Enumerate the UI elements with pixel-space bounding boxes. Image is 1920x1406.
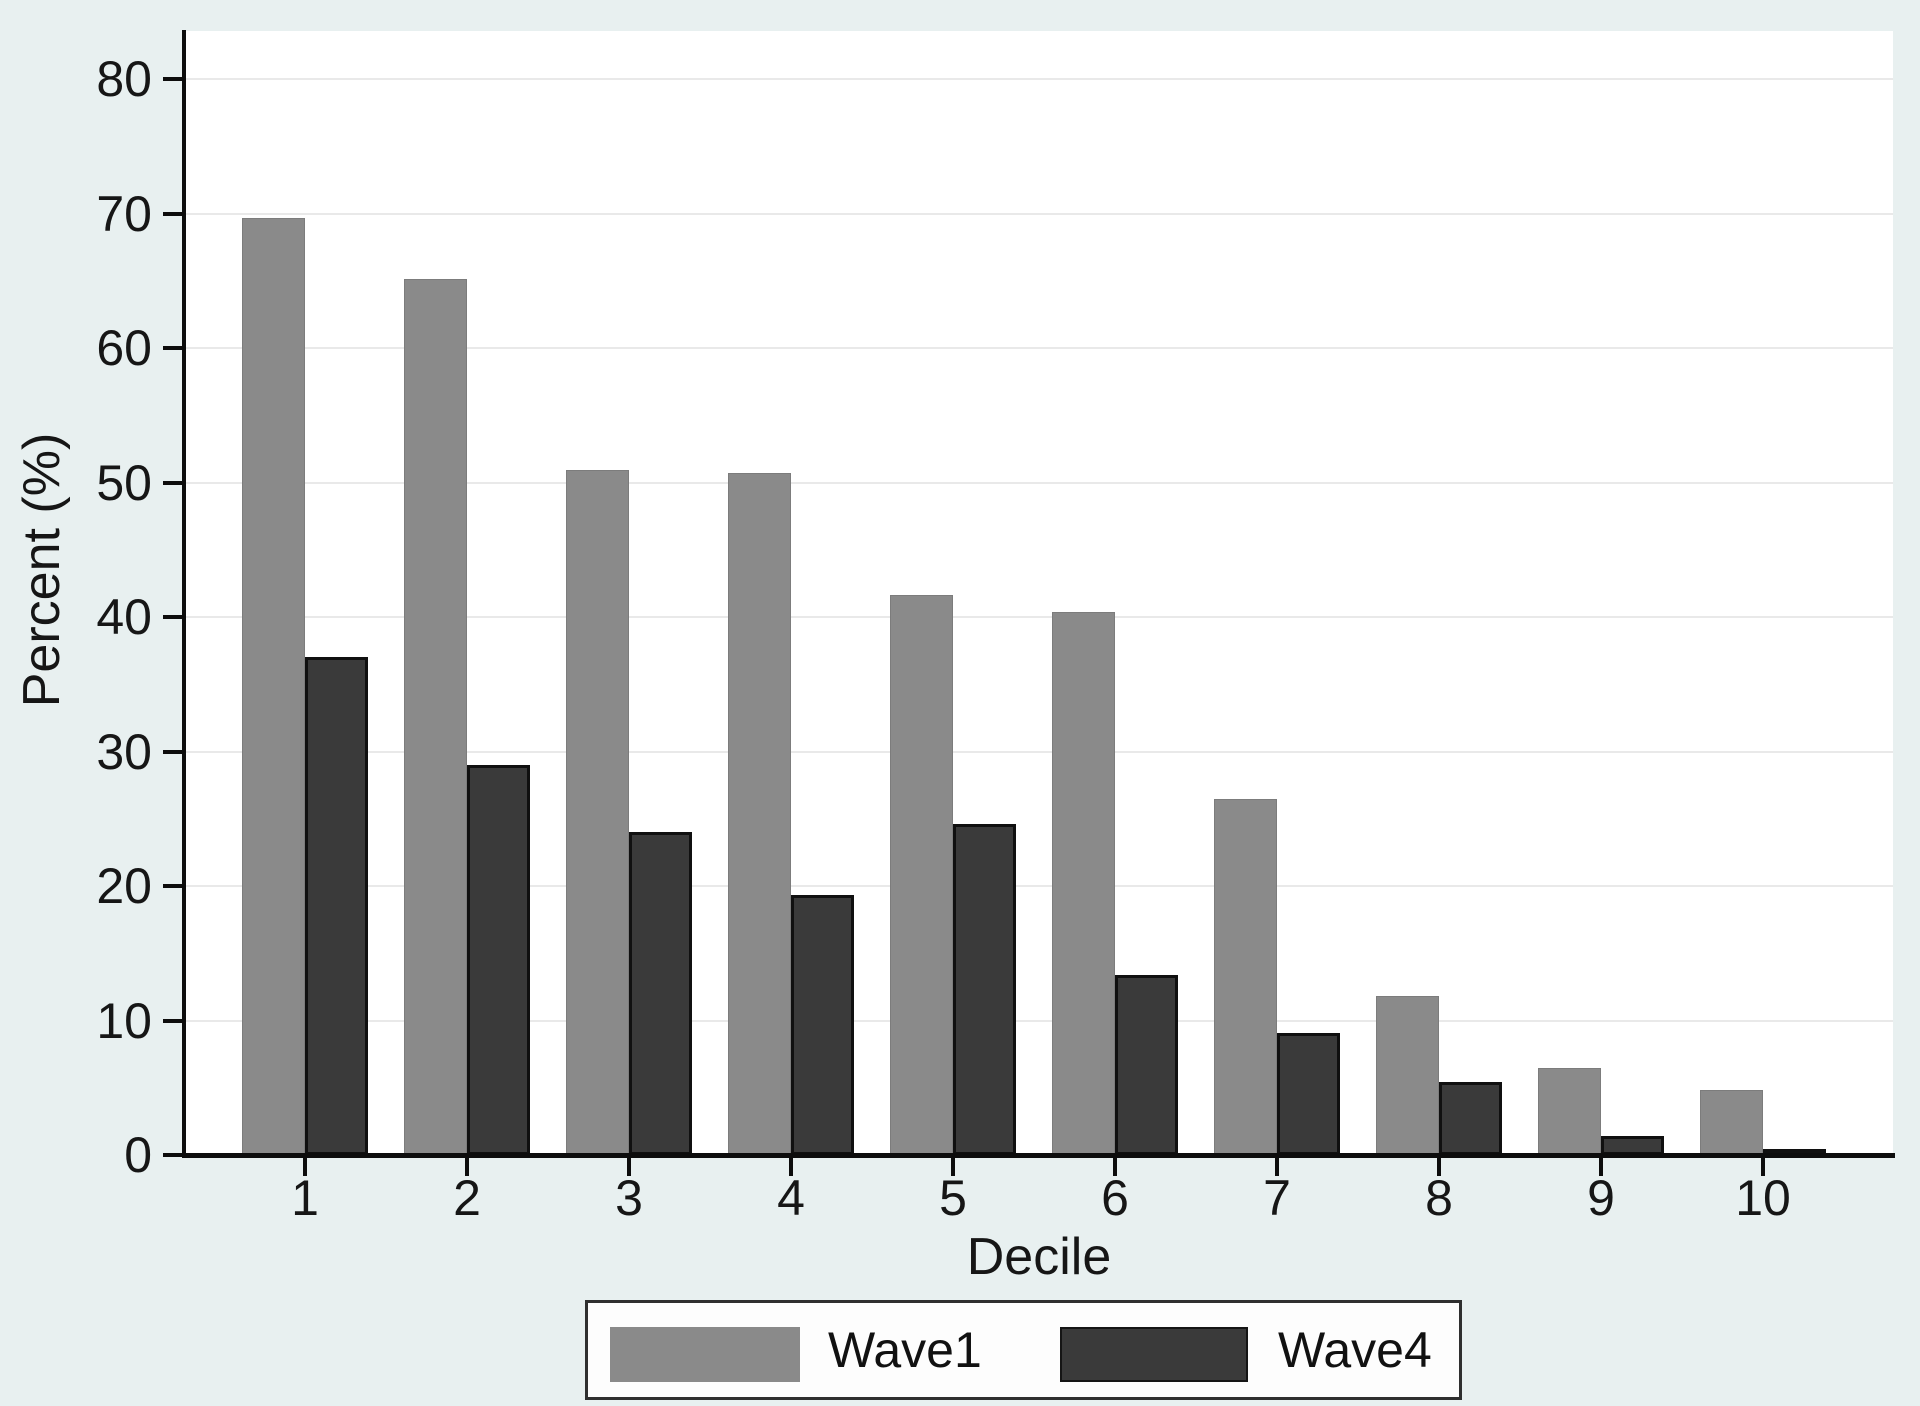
bar-wave1-decile-8 (1376, 996, 1439, 1155)
y-tick-20 (163, 884, 186, 888)
x-tick-2 (465, 1158, 469, 1176)
gridline-20 (186, 885, 1893, 887)
y-tick-label-80: 80 (96, 51, 152, 107)
x-tick-5 (951, 1158, 955, 1176)
x-tick-4 (789, 1158, 793, 1176)
y-tick-label-20: 20 (96, 858, 152, 914)
x-axis-line (182, 1153, 1895, 1158)
x-tick-label-2: 2 (453, 1170, 481, 1226)
y-tick-80 (163, 77, 186, 81)
bar-wave1-decile-10 (1700, 1090, 1763, 1155)
gridline-60 (186, 347, 1893, 349)
x-tick-8 (1437, 1158, 1441, 1176)
bar-wave1-decile-1 (242, 217, 305, 1155)
gridline-70 (186, 212, 1893, 215)
bar-wave4-decile-3 (629, 832, 692, 1155)
x-tick-9 (1599, 1158, 1603, 1176)
bar-wave1-decile-3 (566, 470, 629, 1155)
x-tick-label-7: 7 (1263, 1170, 1291, 1226)
x-tick-label-4: 4 (777, 1170, 805, 1226)
y-tick-label-10: 10 (96, 992, 152, 1049)
y-tick-label-70: 70 (96, 185, 152, 242)
bar-wave1-decile-4 (728, 473, 791, 1155)
bar-wave1-decile-5 (890, 595, 953, 1155)
y-axis-line (182, 30, 186, 1158)
gridline-40 (186, 616, 1893, 618)
x-tick-label-3: 3 (615, 1170, 643, 1226)
x-tick-label-1: 1 (291, 1170, 319, 1226)
bar-wave4-decile-4 (791, 895, 854, 1155)
bar-wave1-decile-7 (1214, 798, 1277, 1155)
y-tick-60 (163, 346, 186, 350)
bar-wave1-decile-9 (1538, 1067, 1601, 1155)
x-tick-7 (1275, 1158, 1279, 1176)
y-tick-label-0: 0 (124, 1127, 152, 1183)
y-tick-label-40: 40 (96, 589, 152, 645)
x-tick-label-5: 5 (939, 1170, 967, 1226)
y-tick-40 (163, 615, 186, 619)
y-tick-10 (163, 1018, 186, 1023)
legend-label-wave1: Wave1 (828, 1322, 982, 1378)
y-tick-30 (163, 749, 186, 754)
gridline-10 (186, 1019, 1893, 1022)
x-axis-title: Decile (966, 1228, 1112, 1286)
x-tick-label-8: 8 (1425, 1170, 1453, 1226)
bar-wave4-decile-5 (953, 824, 1016, 1155)
y-tick-label-50: 50 (96, 454, 152, 511)
bar-wave1-decile-2 (404, 279, 467, 1155)
legend-label-wave4: Wave4 (1278, 1322, 1432, 1378)
legend-swatch-wave4 (1060, 1327, 1248, 1382)
bar-wave4-decile-7 (1277, 1032, 1340, 1155)
bar-wave4-decile-8 (1439, 1082, 1502, 1155)
plot-area (186, 31, 1893, 1155)
bar-wave4-decile-2 (467, 764, 530, 1155)
x-tick-3 (627, 1158, 631, 1176)
x-tick-label-10: 10 (1735, 1170, 1791, 1226)
gridline-30 (186, 750, 1893, 753)
gridline-80 (186, 78, 1893, 80)
y-tick-label-30: 30 (96, 723, 152, 780)
legend-swatch-wave1 (610, 1327, 800, 1382)
gridline-50 (186, 481, 1893, 484)
x-tick-10 (1761, 1158, 1765, 1176)
bar-wave1-decile-6 (1052, 611, 1115, 1155)
bar-wave4-decile-6 (1115, 974, 1178, 1155)
y-tick-70 (163, 211, 186, 216)
x-tick-1 (303, 1158, 307, 1176)
y-tick-0 (163, 1153, 186, 1157)
y-tick-50 (163, 480, 186, 485)
x-tick-label-6: 6 (1101, 1170, 1129, 1226)
x-tick-label-9: 9 (1587, 1170, 1615, 1226)
y-tick-label-60: 60 (96, 320, 152, 376)
x-tick-6 (1113, 1158, 1117, 1176)
legend: Wave1 Wave4 (585, 1300, 1462, 1400)
bar-wave4-decile-1 (305, 657, 368, 1155)
